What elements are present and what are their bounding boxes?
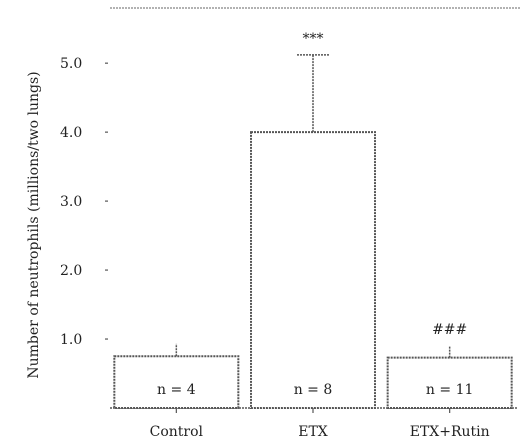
y-tick-label: 4.0	[60, 125, 82, 141]
bar	[250, 131, 376, 409]
y-tick-label: 2.0	[60, 263, 82, 279]
y-tick-label: 1.0	[60, 332, 82, 348]
bar-count-label: n = 4	[157, 382, 196, 398]
y-tick-label: 3.0	[60, 194, 82, 210]
y-tick-label: 5.0	[60, 56, 82, 72]
x-tick-label: ETX	[298, 424, 328, 440]
x-tick-label: Control	[150, 424, 204, 440]
y-axis-label: Number of neutrophils (millions/two lung…	[26, 71, 42, 378]
bars: n = 4 *** n = 8 ### n = 11	[113, 31, 513, 410]
significance-marker: ###	[432, 322, 467, 338]
y-axis: 1.0 2.0 3.0 4.0 5.0	[60, 56, 108, 348]
x-axis: Control ETX ETX+Rutin	[110, 407, 518, 440]
x-tick-label: ETX+Rutin	[410, 424, 490, 440]
significance-marker: ***	[303, 31, 324, 47]
bar-count-label: n = 8	[294, 382, 333, 398]
bar-count-label: n = 11	[426, 382, 473, 398]
